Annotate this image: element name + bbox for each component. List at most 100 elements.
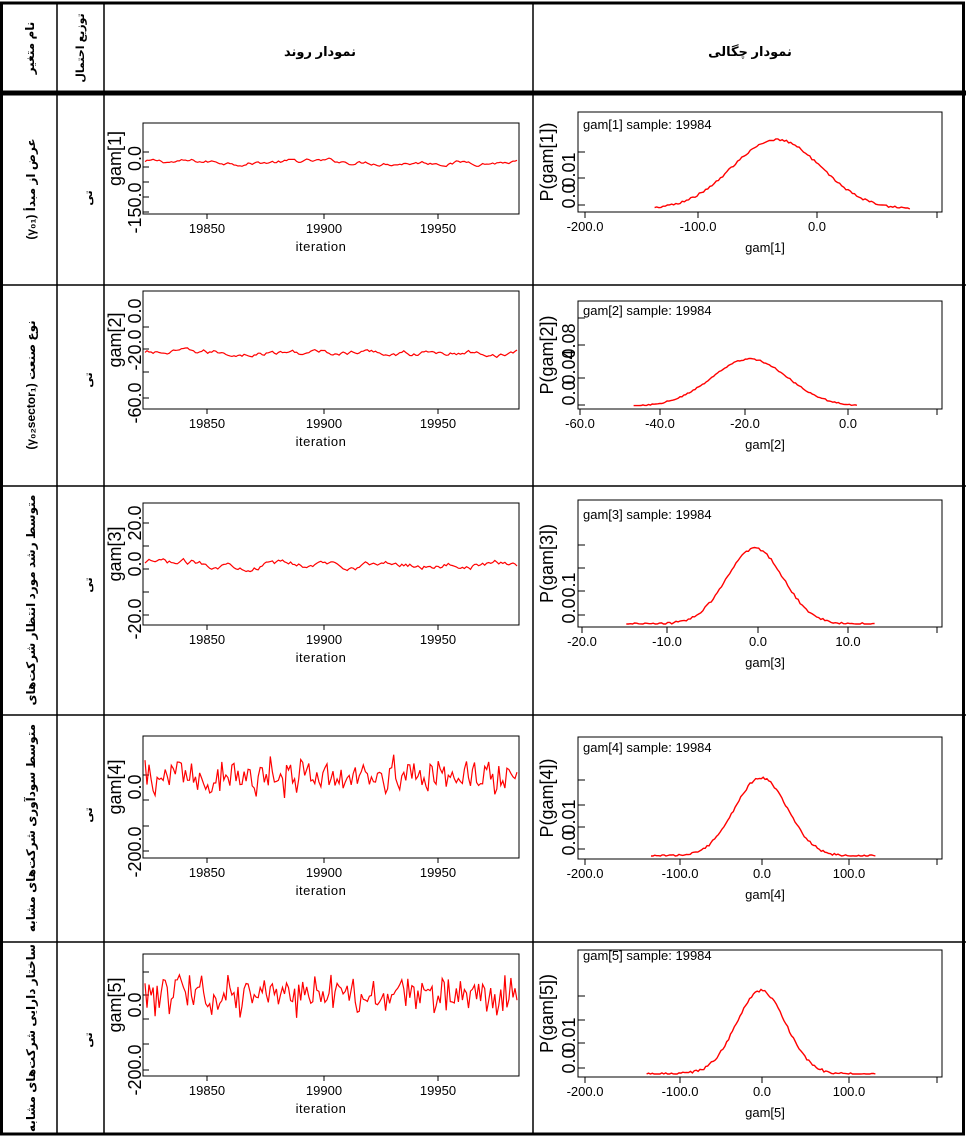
density-y-tick-label: 0.0: [559, 183, 579, 208]
density-title: gam[1] sample: 19984: [583, 117, 712, 132]
density-x-tick-label: 0.0: [749, 634, 767, 649]
density-curve: [654, 138, 911, 210]
trace-y-axis-label: gam[2]: [105, 312, 125, 367]
trace-x-axis-label: iteration: [296, 883, 347, 898]
trace-x-axis-label: iteration: [296, 239, 347, 254]
density-plot-frame: [577, 949, 943, 1078]
trace-x-tick-label: 19900: [306, 632, 342, 647]
trace-x-tick-label: 19850: [189, 416, 225, 431]
density-x-tick-label: -100.0: [662, 1084, 699, 1099]
density-plot-frame: [577, 736, 943, 860]
density-y-tick-label: 0.1: [559, 572, 579, 597]
header-trend-plot: نمودار روند: [284, 44, 356, 59]
trace-x-tick-label: 19950: [420, 865, 456, 880]
density-x-tick-label: 10.0: [835, 634, 860, 649]
density-x-axis-label: gam[2]: [745, 437, 785, 452]
distribution-label-gam3: تی: [83, 577, 95, 592]
density-y-tick-label: 0.04: [559, 349, 579, 384]
header-distribution: توزیع احتمال: [75, 13, 87, 82]
trace-y-tick-label: 0.0: [125, 992, 145, 1017]
density-plot-gam1: gam[1] sample: 19984 -200.0 -100.0 0.0 gam[1…: [537, 111, 943, 255]
trace-y-axis-label: gam[4]: [105, 759, 125, 814]
density-plot-gam2: gam[2] sample: 19984 -60.0 -40.0 -20.0 0.0 ga…: [537, 300, 943, 452]
density-y-tick-label: 0.0: [559, 830, 579, 855]
distribution-label-gam5: تی: [83, 1032, 95, 1047]
trace-y-axis-label: gam[3]: [105, 526, 125, 581]
trace-y-tick-label: 20.0: [125, 505, 145, 540]
trace-plot-frame: [142, 735, 520, 859]
trace-plot-frame: [142, 502, 520, 626]
trace-x-axis-label: iteration: [296, 1101, 347, 1116]
variable-label-gam4: متوسط سودآوری شرکت‌های مشابه: [23, 724, 39, 932]
density-x-tick-label: -100.0: [680, 219, 717, 234]
trace-line: [144, 347, 518, 359]
trace-x-tick-label: 19900: [306, 1083, 342, 1098]
table-header: نام متغیر توزیع احتمال نمودار روند نمودا…: [23, 13, 792, 82]
trace-x-tick-label: 19950: [420, 416, 456, 431]
density-y-tick-label: 0.01: [559, 1017, 579, 1052]
density-y-axis-label: P(gam[3]): [537, 524, 557, 603]
trace-plot-frame: [142, 953, 520, 1077]
density-y-axis-label: P(gam[5]): [537, 974, 557, 1053]
density-y-tick-label: 0.0: [559, 598, 579, 623]
trace-x-tick-label: 19850: [189, 865, 225, 880]
density-curve: [626, 546, 875, 625]
plots: 19850 19900 19950iteration-150.00.0gam[1]g…: [105, 111, 943, 1120]
density-plot-frame: [577, 499, 943, 628]
density-curve: [633, 357, 858, 407]
trace-y-tick-label: 0.0: [125, 551, 145, 576]
density-x-axis-label: gam[3]: [745, 655, 785, 670]
trace-x-tick-label: 19900: [306, 221, 342, 236]
trace-x-tick-label: 19900: [306, 865, 342, 880]
trace-y-axis-label: gam[1]: [105, 131, 125, 186]
trace-y-axis-label: gam[5]: [105, 977, 125, 1032]
density-x-axis-label: gam[1]: [745, 240, 785, 255]
density-x-axis-label: gam[5]: [745, 1105, 785, 1120]
trace-x-tick-label: 19850: [189, 1083, 225, 1098]
trace-plot-gam3: 19850 19900 19950 iteration -20.0 0.0 20.0gam[…: [105, 502, 520, 665]
trace-y-tick-label: 0.0: [125, 146, 145, 171]
density-x-tick-label: 0.0: [753, 866, 771, 881]
density-y-axis-label: P(gam[1]): [537, 122, 557, 201]
density-title: gam[5] sample: 19984: [583, 948, 712, 963]
density-y-tick-label: 0.0: [559, 1048, 579, 1073]
density-x-tick-label: -40.0: [645, 416, 675, 431]
trace-y-tick-label: -150.0: [125, 182, 145, 233]
trace-x-tick-label: 19950: [420, 632, 456, 647]
density-title: gam[4] sample: 19984: [583, 740, 712, 755]
density-x-axis-label: gam[4]: [745, 887, 785, 902]
density-x-tick-label: 0.0: [808, 219, 826, 234]
density-x-tick-label: 0.0: [753, 1084, 771, 1099]
trace-y-tick-label: 0.0: [125, 298, 145, 323]
density-x-tick-label: -200.0: [567, 1084, 604, 1099]
density-y-tick-label: 0.01: [559, 152, 579, 187]
trace-plot-frame: [142, 122, 520, 215]
density-y-tick-label: 0.08: [559, 323, 579, 358]
density-x-tick-label: -20.0: [567, 634, 597, 649]
trace-y-tick-label: -20.0: [125, 329, 145, 370]
trace-plot-frame: [142, 290, 520, 410]
header-density-plot: نمودار چگالی: [708, 44, 792, 59]
density-x-tick-label: -200.0: [567, 866, 604, 881]
density-x-tick-label: -100.0: [662, 866, 699, 881]
row-labels: عرض از مبدأ (γ₀₁) نوع صنعت (γ₀₂sector₁) …: [23, 138, 95, 1132]
density-x-tick-label: 0.0: [839, 416, 857, 431]
density-plot-gam4: gam[4] sample: 19984 -200.0 -100.0 0.0 100.0…: [537, 736, 943, 902]
variable-label-gam2: نوع صنعت (γ₀₂sector₁): [24, 320, 39, 449]
trace-y-tick-label: -200.0: [125, 1044, 145, 1095]
trace-x-tick-label: 19950: [420, 221, 456, 236]
density-x-tick-label: 100.0: [833, 1084, 866, 1099]
density-title: gam[3] sample: 19984: [583, 507, 712, 522]
trace-y-tick-label: -60.0: [125, 382, 145, 423]
density-curve: [646, 988, 876, 1075]
density-curve: [651, 776, 876, 857]
density-x-tick-label: -60.0: [565, 416, 595, 431]
variable-label-gam3: متوسط رشد مورد انتظار شرکت‌های: [24, 495, 39, 706]
density-y-tick-label: 0.0: [559, 380, 579, 405]
trace-y-tick-label: 0.0: [125, 774, 145, 799]
trace-x-tick-label: 19900: [306, 416, 342, 431]
density-y-axis-label: P(gam[4]): [537, 758, 557, 837]
